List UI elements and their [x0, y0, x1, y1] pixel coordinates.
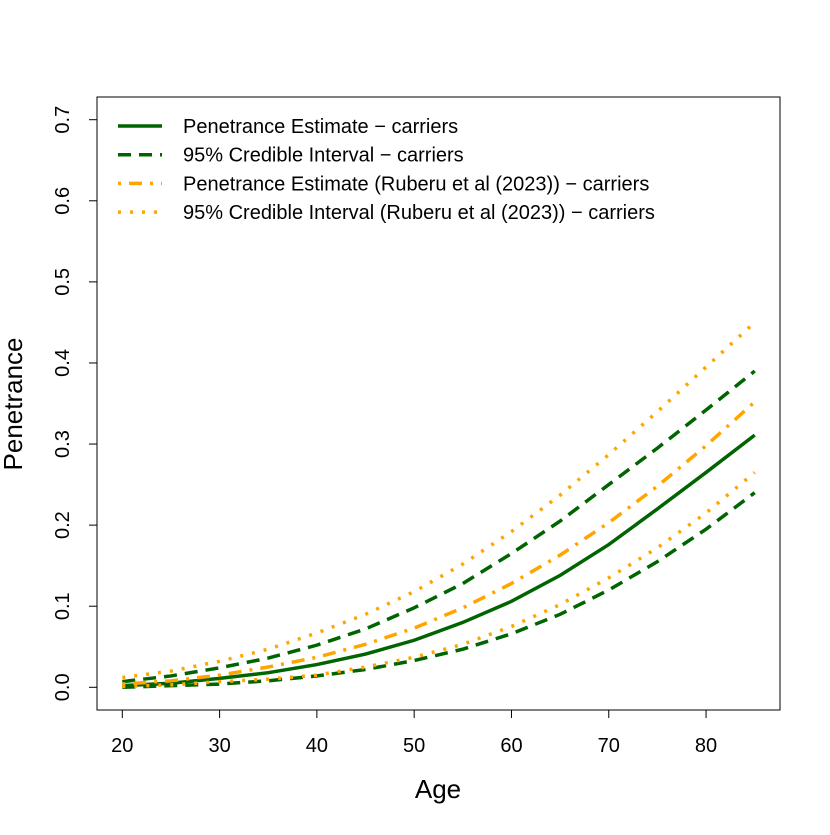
x-tick-label: 50 — [403, 735, 425, 757]
x-tick-label: 30 — [208, 735, 230, 757]
y-tick-label: 0.2 — [52, 511, 74, 539]
x-tick-label: 80 — [695, 735, 717, 757]
series-line — [122, 471, 756, 689]
x-tick-label: 60 — [500, 735, 522, 757]
legend-label: Penetrance Estimate − carriers — [183, 116, 458, 138]
legend-label: 95% Credible Interval − carriers — [183, 145, 464, 167]
legend-label: 95% Credible Interval (Ruberu et al (202… — [183, 202, 655, 224]
y-tick-label: 0.1 — [52, 592, 74, 620]
legend-label: Penetrance Estimate (Ruberu et al (2023)… — [183, 173, 649, 195]
x-tick-label: 20 — [111, 735, 133, 757]
x-tick-label: 70 — [598, 735, 620, 757]
series-line — [122, 369, 756, 684]
y-tick-label: 0.0 — [52, 673, 74, 701]
series-line — [122, 321, 756, 680]
y-tick-label: 0.5 — [52, 268, 74, 296]
series-line — [122, 491, 756, 690]
y-axis-label: Penetrance — [0, 338, 28, 471]
y-tick-label: 0.3 — [52, 430, 74, 458]
x-tick-label: 40 — [306, 735, 328, 757]
y-tick-label: 0.4 — [52, 349, 74, 377]
y-tick-label: 0.6 — [52, 187, 74, 215]
series-line — [122, 433, 756, 688]
y-tick-label: 0.7 — [52, 106, 74, 134]
x-axis-label: Age — [415, 774, 461, 804]
